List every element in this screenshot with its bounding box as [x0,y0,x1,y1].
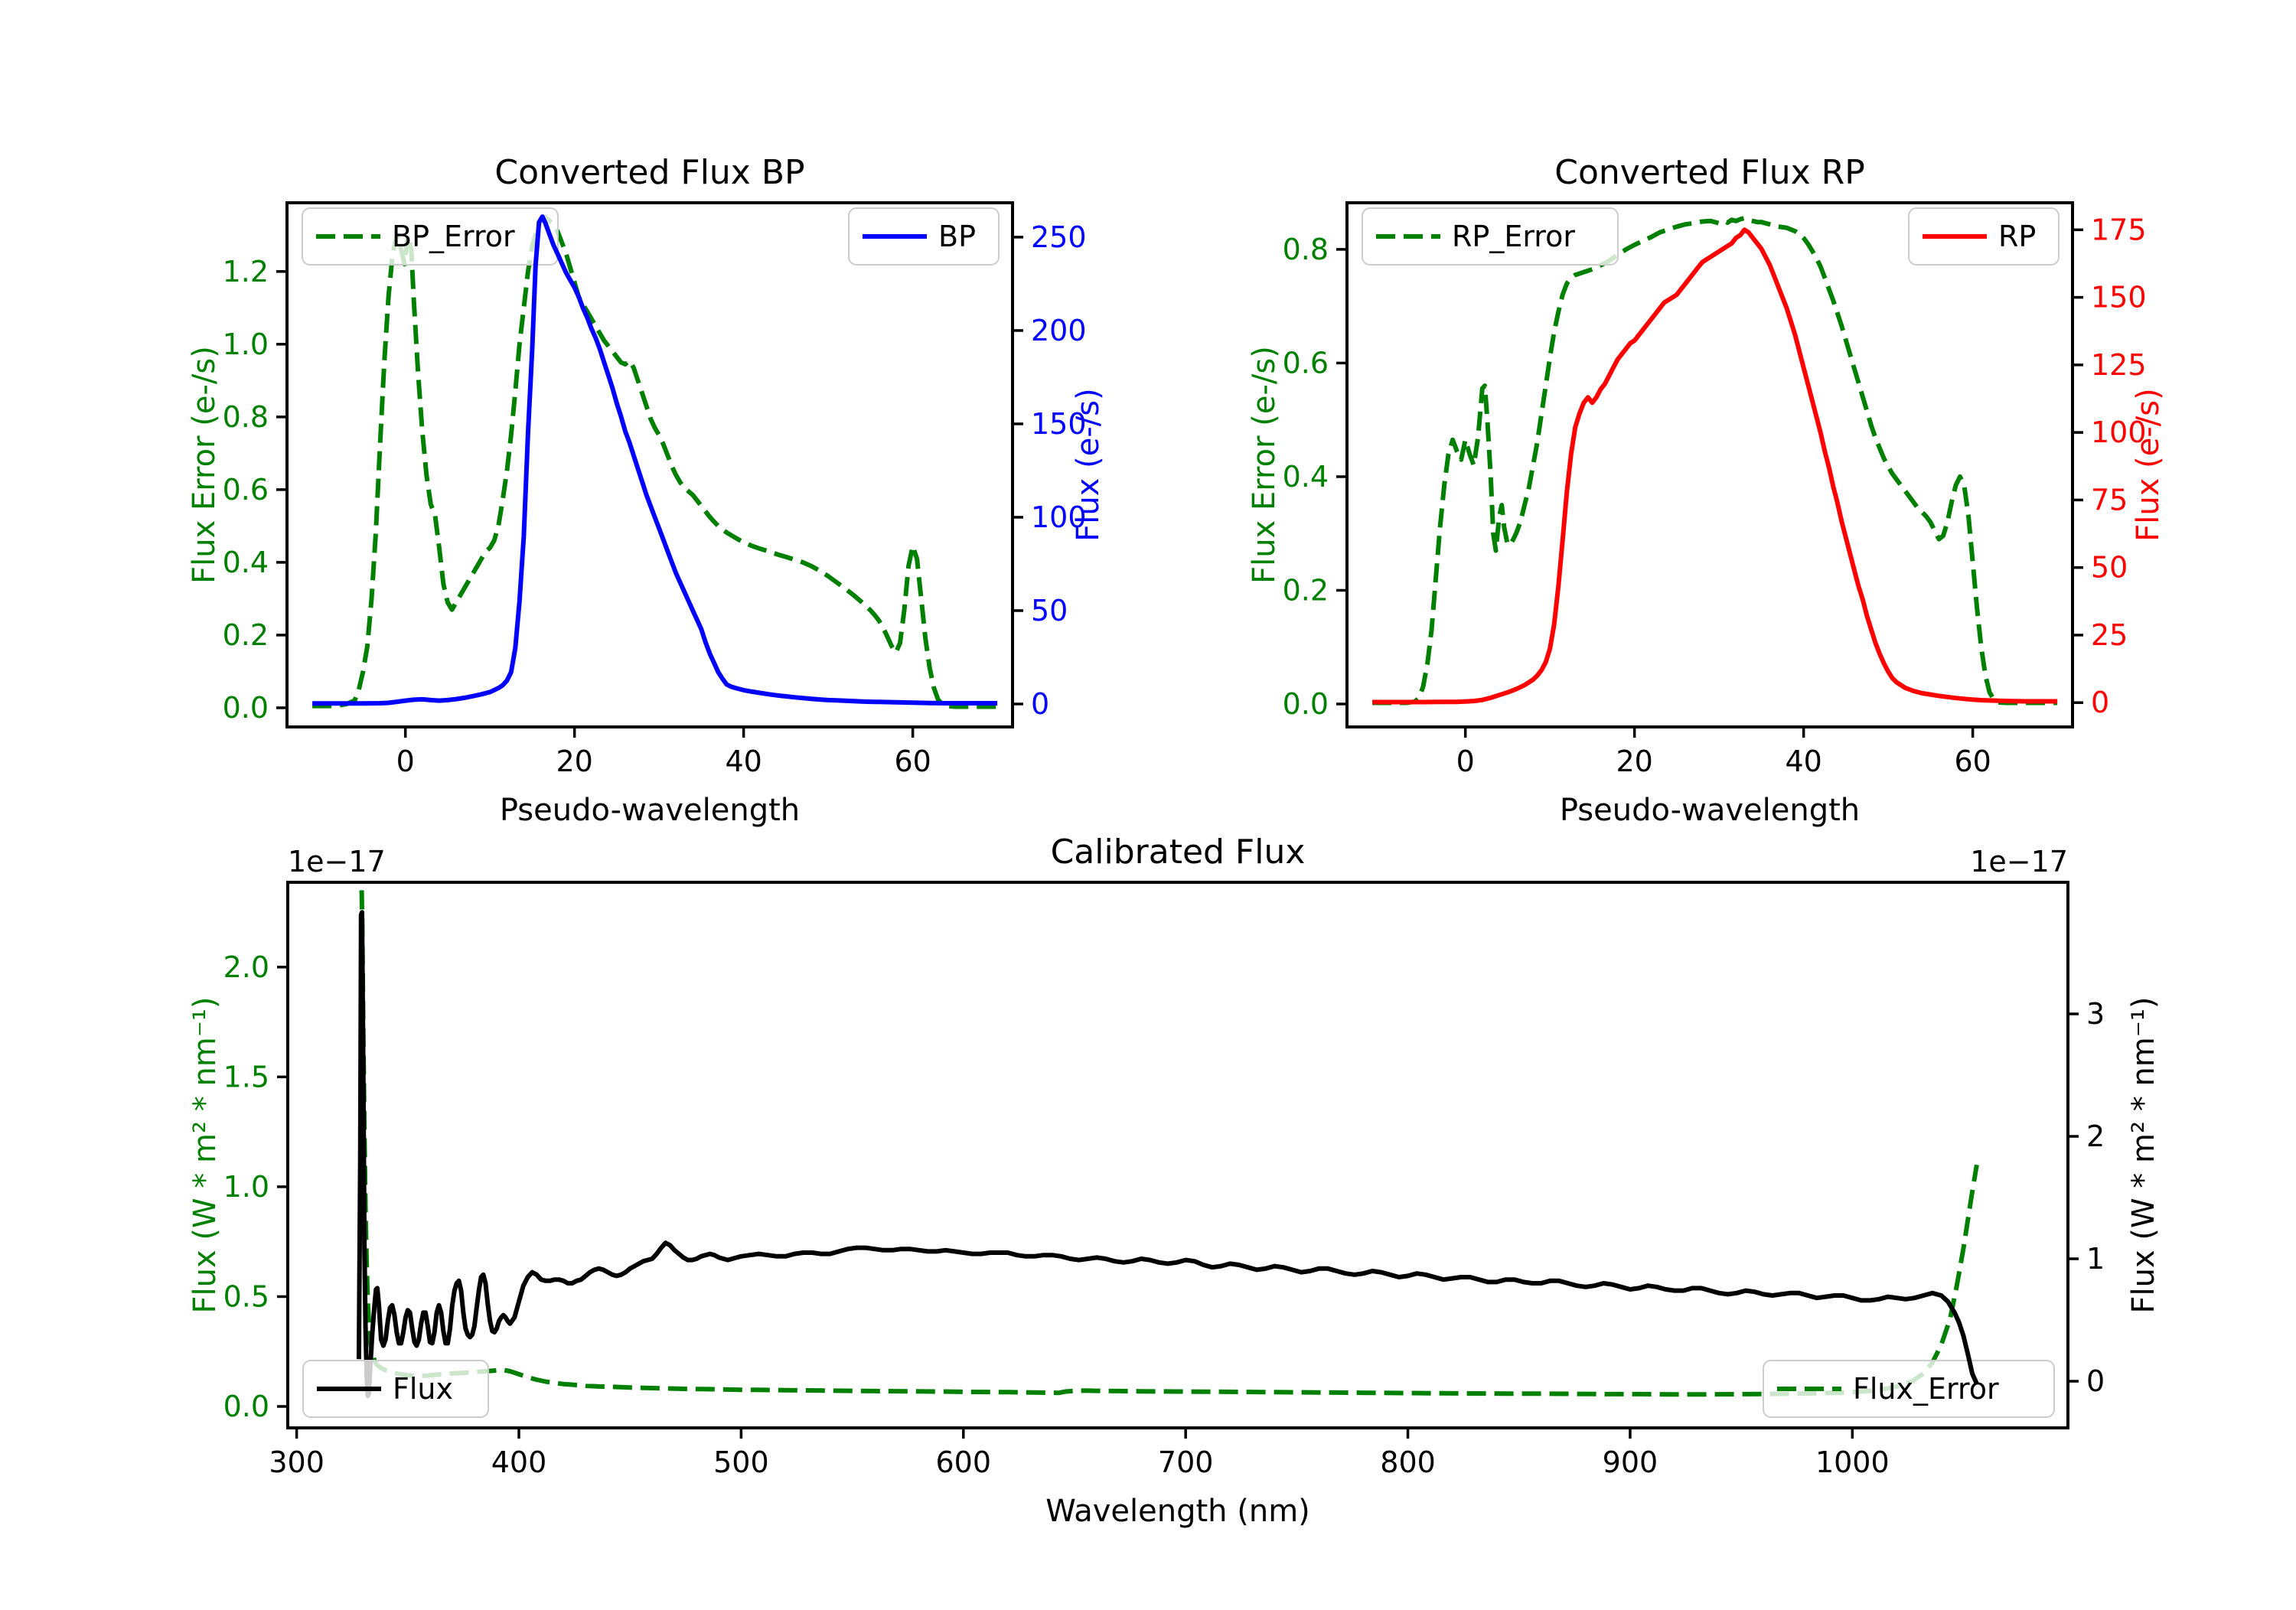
y-left-tick-label: 0.6 [1283,346,1329,380]
x-tick-label: 600 [936,1445,992,1479]
BP-legend-label: BP [938,220,976,253]
x-tick-label: 20 [556,745,592,778]
y-right-tick-label: 100 [2091,416,2147,449]
bp-title: Converted Flux BP [494,153,804,192]
rp-xlabel: Pseudo-wavelength [1560,793,1860,828]
y-left-tick-label: 0.4 [1283,460,1329,494]
y-left-tick-label: 0.5 [223,1279,269,1313]
y-left-tick-label: 2.0 [223,950,269,984]
y-left-tick-label: 1.0 [223,1170,269,1204]
RP_Error-legend-label: RP_Error [1452,220,1575,253]
y-right-tick-label: 0 [1031,687,1049,721]
BP-line [312,214,998,706]
Flux_Error-legend: Flux_Error [1763,1360,2055,1418]
subplot-bp: BP_Error BP 0 20 40 60 0.0 0.2 0.4 0.6 0.8 1.0 1.2 0 5… [187,153,1106,828]
y-right-tick-label: 25 [2091,618,2128,652]
Flux-line [356,910,1979,1399]
Flux-legend-label: Flux [393,1372,453,1406]
y-left-tick-label: 1.5 [223,1060,269,1093]
x-tick-label: 40 [1785,745,1821,778]
y-right-tick-label: 2 [2086,1120,2105,1153]
bp-xlabel: Pseudo-wavelength [500,793,800,828]
y-left-tick-label: 1.2 [223,255,269,288]
y-right-tick-label: 0 [2091,686,2109,719]
subplot-rp: RP_Error RP 0 20 40 60 0.0 0.2 0.4 0.6 0.8 0 25 50 75 1… [1247,153,2166,828]
calibrated-yleft-label: Flux (W * m² * nm⁻¹) [188,997,223,1314]
y-left-tick-label: 0.2 [223,618,269,652]
y-left-tick-label: 0.0 [223,1390,269,1423]
rp-title: Converted Flux RP [1554,153,1865,192]
x-tick-label: 300 [269,1445,325,1479]
Flux-legend: Flux [302,1360,489,1418]
bp-yleft-label: Flux Error (e-/s) [187,346,222,584]
y-right-tick-label: 50 [1031,594,1068,627]
BP_Error-line [312,214,998,709]
x-tick-label: 400 [491,1445,547,1479]
y-right-tick-label: 125 [2091,348,2147,382]
y-left-tick-label: 0.0 [1283,687,1329,721]
y-left-tick-label: 0.8 [1283,233,1329,266]
x-tick-label: 60 [1954,745,1991,778]
y-right-tick-label: 75 [2091,483,2128,517]
axes-spines-calibrated [286,881,2069,1429]
y-left-tick-label: 1.0 [223,328,269,361]
y-left-tick-label: 0.8 [223,400,269,434]
y-right-tick-label: 1 [2086,1242,2105,1276]
y-right-tick-label: 150 [1031,407,1087,441]
BP-legend: BP [848,207,1000,266]
subplot-calibrated: Flux_Error Flux 300 400 500 600 700 800 900 1000 0… [188,833,2161,1529]
calibrated-yright-label: Flux (W * m² * nm⁻¹) [2126,997,2161,1314]
y-right-tick-label: 200 [1031,314,1087,347]
x-tick-label: 700 [1158,1445,1214,1479]
y-right-tick-label: 3 [2086,997,2105,1031]
rp-yleft-label: Flux Error (e-/s) [1247,346,1282,584]
y-right-tick-label: 175 [2091,213,2147,246]
rp-yright-label: Flux (e-/s) [2131,388,2166,541]
x-tick-label: 20 [1616,745,1652,778]
axes-spines-rp [1345,201,2074,728]
RP_Error-legend: RP_Error [1362,207,1619,266]
x-tick-label: 0 [1456,745,1475,778]
calibrated-title: Calibrated Flux [1051,833,1306,872]
x-tick-label: 1000 [1815,1445,1890,1479]
y-right-tick-label: 150 [2091,281,2147,315]
x-tick-label: 800 [1380,1445,1436,1479]
RP-legend: RP [1908,207,2060,266]
RP-line [1372,227,2058,705]
x-tick-label: 900 [1603,1445,1658,1479]
Flux_Error-legend-label: Flux_Error [1853,1372,1999,1406]
y-left-tick-label: 0.2 [1283,573,1329,607]
RP_Error-line [1372,216,2058,706]
y-left-tick-label: 0.4 [223,546,269,579]
BP_Error-legend-label: BP_Error [392,220,515,253]
y-right-tick-label: 100 [1031,500,1087,534]
bp-yright-label: Flux (e-/s) [1071,388,1106,541]
y-right-tick-label: 0 [2086,1364,2105,1398]
x-tick-label: 40 [725,745,762,778]
calibrated-offset-left: 1e−17 [288,845,386,878]
calibrated-offset-right: 1e−17 [1970,845,2068,878]
calibrated-xlabel: Wavelength (nm) [1045,1494,1310,1529]
y-left-tick-label: 0.0 [223,691,269,725]
x-tick-label: 0 [396,745,415,778]
x-tick-label: 500 [713,1445,769,1479]
BP_Error-legend: BP_Error [302,207,559,266]
y-right-tick-label: 50 [2091,551,2128,585]
y-right-tick-label: 250 [1031,220,1087,254]
axes-spines-bp [285,201,1014,728]
RP-legend-label: RP [1998,220,2036,253]
y-left-tick-label: 0.6 [223,473,269,507]
x-tick-label: 60 [894,745,931,778]
